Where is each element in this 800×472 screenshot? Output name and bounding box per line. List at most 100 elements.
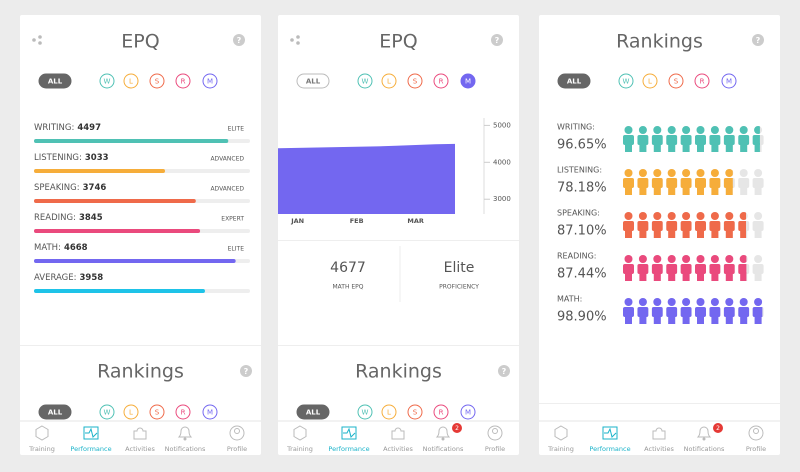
filter-button[interactable]: W: [99, 404, 115, 420]
figure-filled: [680, 212, 692, 238]
figure-filled: [637, 169, 649, 195]
figure-legs: [682, 229, 690, 238]
nav-item[interactable]: Profile: [227, 425, 247, 453]
nav-item[interactable]: Activities: [125, 427, 155, 453]
figure-head: [754, 255, 763, 263]
filter-button[interactable]: W: [99, 73, 115, 89]
filter-button[interactable]: S: [149, 404, 165, 420]
filter-button[interactable]: ALL: [296, 73, 330, 89]
nav-label: Activities: [383, 445, 413, 453]
figure-filled: [680, 298, 692, 324]
filter-label: M: [207, 78, 213, 86]
filter-button[interactable]: S: [407, 73, 423, 89]
filter-button[interactable]: L: [381, 73, 397, 89]
nav-item[interactable]: Profile: [746, 425, 766, 453]
figure-legs: [725, 272, 733, 281]
notification-badge: [713, 423, 723, 433]
filter-button[interactable]: W: [618, 73, 634, 89]
filter-button[interactable]: W: [357, 404, 373, 420]
nav-icon: [604, 427, 617, 438]
filter-button[interactable]: ALL: [38, 404, 72, 420]
filter-button[interactable]: M: [721, 73, 737, 89]
filter-button[interactable]: ALL: [296, 404, 330, 420]
help-icon[interactable]: [498, 365, 510, 377]
figure-legs: [625, 186, 632, 195]
filter-button[interactable]: S: [668, 73, 684, 89]
nav-item[interactable]: Notifications: [165, 426, 206, 453]
nav-label: Training: [28, 445, 55, 453]
filter-button[interactable]: L: [381, 404, 397, 420]
filter-button[interactable]: M: [202, 404, 218, 420]
nav-item[interactable]: Performance: [328, 426, 370, 453]
figure-body: [637, 178, 649, 188]
figure-legs: [725, 229, 733, 238]
score-level: EXPERT: [221, 216, 244, 223]
notification-badge-text: 2: [716, 425, 720, 432]
list-end: [539, 403, 780, 404]
nav-item[interactable]: Training: [286, 425, 313, 453]
filter-button[interactable]: R: [433, 73, 449, 89]
filter-button[interactable]: L: [642, 73, 658, 89]
help-icon[interactable]: [233, 34, 245, 46]
stat-label: MATH EPQ: [332, 284, 363, 291]
filter-button[interactable]: ALL: [38, 73, 72, 89]
nav-icon: [341, 426, 357, 440]
nav-item[interactable]: Training: [547, 425, 574, 453]
filter-button[interactable]: L: [123, 73, 139, 89]
filter-button[interactable]: ALL: [557, 73, 591, 89]
filter-button[interactable]: S: [407, 404, 423, 420]
figure-empty: [752, 169, 764, 195]
filter-label: L: [387, 78, 391, 86]
filter-button[interactable]: R: [694, 73, 710, 89]
figure-legs: [740, 272, 747, 281]
help-icon[interactable]: [491, 34, 503, 46]
filter-button[interactable]: L: [123, 404, 139, 420]
nav-item[interactable]: Training: [28, 425, 55, 453]
nav-icon: [435, 426, 451, 438]
filter-circle: [407, 73, 423, 89]
filter-button[interactable]: R: [175, 404, 191, 420]
filter-label: W: [623, 78, 630, 86]
figure-body: [752, 307, 763, 317]
filter-button[interactable]: R: [175, 73, 191, 89]
help-icon[interactable]: [752, 34, 764, 46]
figure-legs: [639, 143, 647, 152]
filter-circle: [460, 404, 476, 420]
figure-filled: [637, 298, 649, 324]
figure-legs: [754, 315, 762, 324]
figure-filled: [680, 169, 692, 195]
nav-item[interactable]: Activities: [644, 427, 674, 453]
nav-icon: [177, 426, 193, 438]
nav-item[interactable]: Profile: [485, 425, 505, 453]
figure-head: [710, 212, 719, 220]
figure-body: [738, 178, 750, 188]
figure-legs: [639, 229, 647, 238]
filter-button[interactable]: S: [149, 73, 165, 89]
nav-item[interactable]: Notifications: [684, 426, 725, 453]
figure-head: [725, 212, 734, 220]
help-icon[interactable]: [240, 365, 252, 377]
score-label: READING: 3845: [34, 213, 103, 223]
figure-filled: [738, 255, 747, 281]
nav-item[interactable]: Performance: [70, 426, 112, 453]
figure-filled: [623, 169, 634, 195]
figure-filled: [709, 126, 721, 152]
score-label: LISTENING: 3033: [34, 153, 109, 163]
filter-label: S: [413, 409, 418, 417]
filter-label: M: [465, 78, 471, 86]
filter-button[interactable]: M: [460, 404, 476, 420]
score-label: MATH: 4668: [34, 243, 88, 253]
figure-filled: [738, 298, 750, 324]
figure-body: [680, 135, 692, 145]
filter-label: M: [726, 78, 732, 86]
filter-button[interactable]: M: [460, 73, 476, 89]
nav-item[interactable]: Performance: [589, 426, 631, 453]
filter-button[interactable]: W: [357, 73, 373, 89]
nav-item[interactable]: Activities: [383, 427, 413, 453]
filter-circle: [642, 73, 658, 89]
nav-label: Training: [547, 445, 574, 453]
nav-label: Notifications: [423, 445, 464, 453]
filter-button[interactable]: M: [202, 73, 218, 89]
nav-item[interactable]: Notifications: [423, 426, 464, 453]
filter-button[interactable]: R: [433, 404, 449, 420]
